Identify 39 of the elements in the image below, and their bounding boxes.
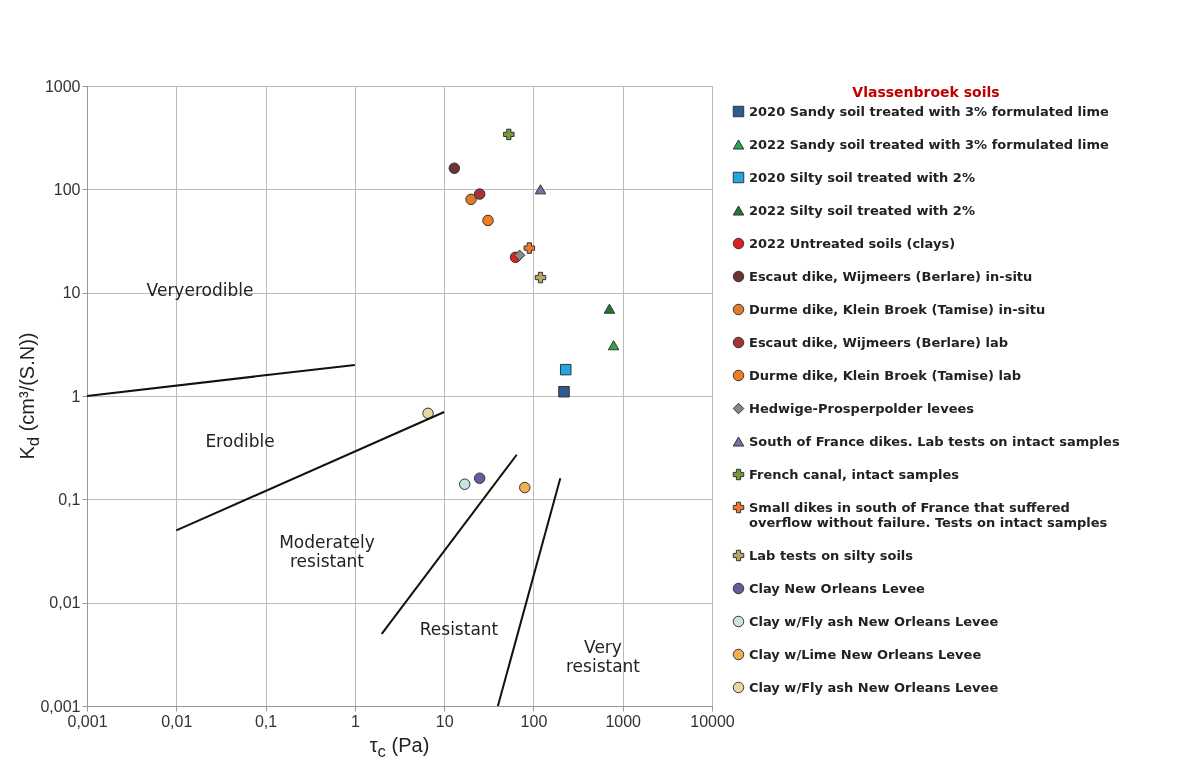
annotation: Erodible	[205, 431, 275, 451]
annotation: Resistant	[419, 619, 499, 639]
legend-label: Escaut dike, Wijmeers (Berlare) in-situ	[749, 268, 1033, 284]
y-tick-label: 0,01	[49, 594, 81, 612]
x-tick-label: 10000	[690, 712, 735, 730]
y-tick-label: 10	[62, 284, 81, 302]
x-tick-label: 1	[350, 712, 360, 730]
x-tick-label: 10	[435, 712, 454, 730]
x-tick-label: 0,01	[161, 712, 193, 730]
y-tick-label: 0,1	[58, 490, 81, 508]
x-tick-label: 0,1	[254, 712, 278, 730]
annotation: Veryerodible	[146, 280, 254, 300]
legend-title: Vlassenbroek soils	[852, 84, 1000, 100]
x-tick-label: 100	[520, 712, 548, 730]
legend-label: Escaut dike, Wijmeers (Berlare) lab	[749, 334, 1009, 350]
y-tick-label: 100	[53, 180, 81, 198]
legend-label: South of France dikes. Lab tests on intact samples	[749, 433, 1120, 449]
x-axis-title: τ$_{c}$ (Pa)	[369, 734, 430, 762]
legend-label: Lab tests on silty soils	[749, 547, 914, 563]
legend-label: Durme dike, Klein Broek (Tamise) in-situ	[749, 301, 1046, 317]
annotation: Very resistant	[565, 637, 641, 676]
legend-label: Hedwige-Prosperpolder levees	[749, 400, 975, 416]
legend-label: 2020 Sandy soil treated with 3% formulated lime	[749, 103, 1109, 119]
y-tick-label: 0,001	[40, 697, 81, 715]
legend-label: Clay w/Fly ash New Orleans Levee	[749, 613, 999, 629]
legend-label: 2022 Untreated soils (clays)	[749, 235, 956, 251]
legend-label: Durme dike, Klein Broek (Tamise) lab	[749, 367, 1021, 383]
annotation: Moderately resistant	[279, 532, 375, 571]
y-tick-label: 1	[71, 387, 81, 405]
legend-label: Clay New Orleans Levee	[749, 580, 926, 596]
legend-label: 2022 Silty soil treated with 2%	[749, 202, 975, 218]
legend-label: Clay w/Lime New Orleans Levee	[749, 646, 982, 662]
x-tick-label: 1000	[605, 712, 642, 730]
legend-label: French canal, intact samples	[749, 466, 960, 482]
legend-label: Clay w/Fly ash New Orleans Levee	[749, 679, 999, 695]
legend-label: 2022 Sandy soil treated with 3% formulated lime	[749, 136, 1109, 152]
y-tick-label: 1000	[44, 77, 81, 95]
legend-label: Small dikes in south of France that suffered overflow without failure. Tests on intact samples	[749, 499, 1108, 530]
legend-label: 2020 Silty soil treated with 2%	[749, 169, 975, 185]
